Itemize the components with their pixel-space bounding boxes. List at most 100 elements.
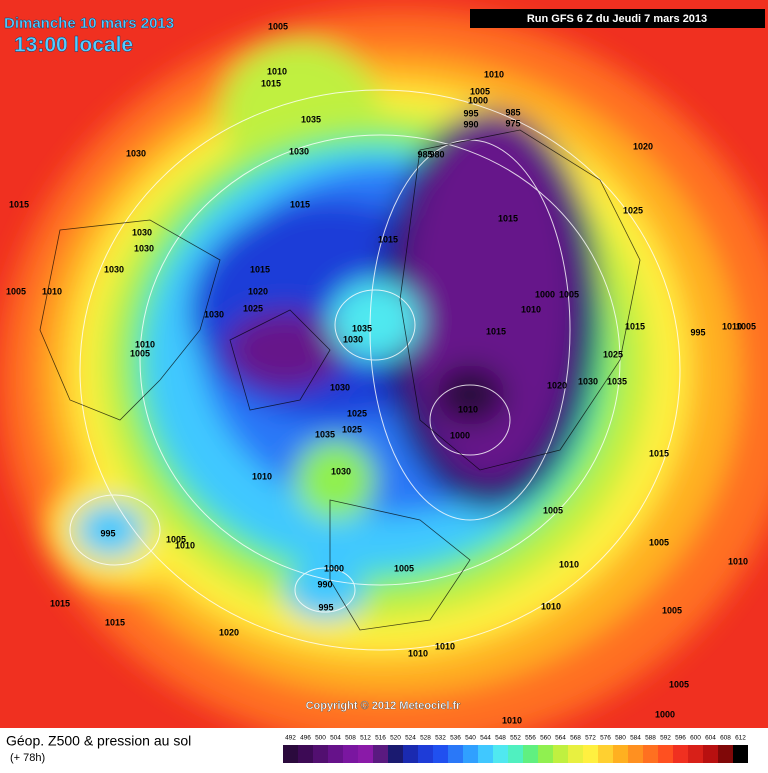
isobar-label: 1010 xyxy=(722,321,742,331)
scale-swatch xyxy=(538,745,553,763)
isobar-label: 1035 xyxy=(301,114,321,124)
isobar-label: 1005 xyxy=(649,537,669,547)
isobar-label: 1020 xyxy=(248,286,268,296)
isobar-label: 1015 xyxy=(649,448,669,458)
isobar-label: 1015 xyxy=(9,199,29,209)
pressure-labels: 1005101010151035103010301015103010301030… xyxy=(6,21,756,725)
isobar-label: 1005 xyxy=(736,321,756,331)
isobar-label: 1005 xyxy=(559,289,579,299)
isobar-label: 1000 xyxy=(535,289,555,299)
isobar-label: 1025 xyxy=(243,303,263,313)
run-info: Run GFS 6 Z du Jeudi 7 mars 2013 xyxy=(527,13,707,25)
map-field xyxy=(0,0,768,728)
scale-swatch xyxy=(433,745,448,763)
isobar-label: 1025 xyxy=(347,408,367,418)
isobar-label: 1000 xyxy=(655,709,675,719)
isobar-label: 1010 xyxy=(541,601,561,611)
map-date: Dimanche 10 mars 2013 xyxy=(4,15,174,32)
isobar-label: 1005 xyxy=(394,563,414,573)
scale-swatch xyxy=(718,745,733,763)
scale-swatch xyxy=(568,745,583,763)
scale-label: 568 xyxy=(570,735,581,742)
isobar-label: 1010 xyxy=(267,66,287,76)
isobar-label: 1015 xyxy=(105,617,125,627)
scale-label: 520 xyxy=(390,735,401,742)
scale-label: 600 xyxy=(690,735,701,742)
isobar-label: 1035 xyxy=(352,323,372,333)
isobar-label: 1030 xyxy=(578,376,598,386)
scale-swatch xyxy=(403,745,418,763)
scale-swatch xyxy=(598,745,613,763)
isobar-label: 1015 xyxy=(378,234,398,244)
scale-label: 592 xyxy=(660,735,671,742)
scale-swatch xyxy=(733,745,748,763)
scale-label: 512 xyxy=(360,735,371,742)
scale-label: 604 xyxy=(705,735,716,742)
isobar-label: 1015 xyxy=(50,598,70,608)
isobar-label: 1010 xyxy=(42,286,62,296)
isobar-label: 1015 xyxy=(498,213,518,223)
scale-swatch xyxy=(703,745,718,763)
scale-swatch xyxy=(553,745,568,763)
isobar-label: 1005 xyxy=(130,348,150,358)
isobar-label: 1005 xyxy=(166,534,186,544)
isobar-label: 990 xyxy=(463,119,478,129)
scale-label: 516 xyxy=(375,735,386,742)
scale-label: 532 xyxy=(435,735,446,742)
scale-swatch xyxy=(448,745,463,763)
scale-swatch xyxy=(298,745,313,763)
isobar-label: 1010 xyxy=(521,304,541,314)
copyright: Copyright © 2012 Meteociel.fr xyxy=(306,700,462,712)
isobar-label: 1000 xyxy=(324,563,344,573)
scale-swatch xyxy=(508,745,523,763)
isobar-label: 1010 xyxy=(175,540,195,550)
isobar-label: 990 xyxy=(317,579,332,589)
scale-swatch xyxy=(313,745,328,763)
isobar-label: 1005 xyxy=(669,679,689,689)
isobar-label: 1020 xyxy=(547,380,567,390)
isobar-label: 1010 xyxy=(458,404,478,414)
scale-swatch xyxy=(478,745,493,763)
scale-label: 576 xyxy=(600,735,611,742)
scale-label: 544 xyxy=(480,735,491,742)
scale-swatch xyxy=(658,745,673,763)
isobar-label: 1005 xyxy=(470,86,490,96)
scale-swatch xyxy=(328,745,343,763)
isobar-label: 1030 xyxy=(126,148,146,158)
scale-swatch xyxy=(343,745,358,763)
scale-swatch xyxy=(628,745,643,763)
isobar-label: 1015 xyxy=(290,199,310,209)
scale-label: 528 xyxy=(420,735,431,742)
scale-label: 500 xyxy=(315,735,326,742)
scale-label: 504 xyxy=(330,735,341,742)
scale-swatch xyxy=(388,745,403,763)
isobar-label: 1020 xyxy=(219,627,239,637)
map-time: 13:00 locale xyxy=(14,34,133,57)
isobar-label: 1015 xyxy=(625,321,645,331)
isobar-label: 1010 xyxy=(559,559,579,569)
isobar-label: 1005 xyxy=(543,505,563,515)
isobar-label: 1005 xyxy=(6,286,26,296)
scale-swatch xyxy=(463,745,478,763)
scale-label: 540 xyxy=(465,735,476,742)
scale-label: 588 xyxy=(645,735,656,742)
isobar-label: 1035 xyxy=(607,376,627,386)
isobar-label: 1035 xyxy=(315,429,335,439)
scale-label: 596 xyxy=(675,735,686,742)
isobar-label: 1010 xyxy=(728,556,748,566)
scale-label: 560 xyxy=(540,735,551,742)
footer-lead: (+ 78h) xyxy=(10,752,45,764)
isobar-label: 1030 xyxy=(104,264,124,274)
isobar-label: 1010 xyxy=(435,641,455,651)
scale-label: 496 xyxy=(300,735,311,742)
scale-label: 564 xyxy=(555,735,566,742)
footer-title: Géop. Z500 & pression au sol xyxy=(6,733,191,749)
isobar-label: 1030 xyxy=(331,466,351,476)
scale-label: 492 xyxy=(285,735,296,742)
isobar-label: 1030 xyxy=(289,146,309,156)
scale-swatch xyxy=(673,745,688,763)
isobar-label: 995 xyxy=(318,602,333,612)
isobar-label: 1010 xyxy=(252,471,272,481)
